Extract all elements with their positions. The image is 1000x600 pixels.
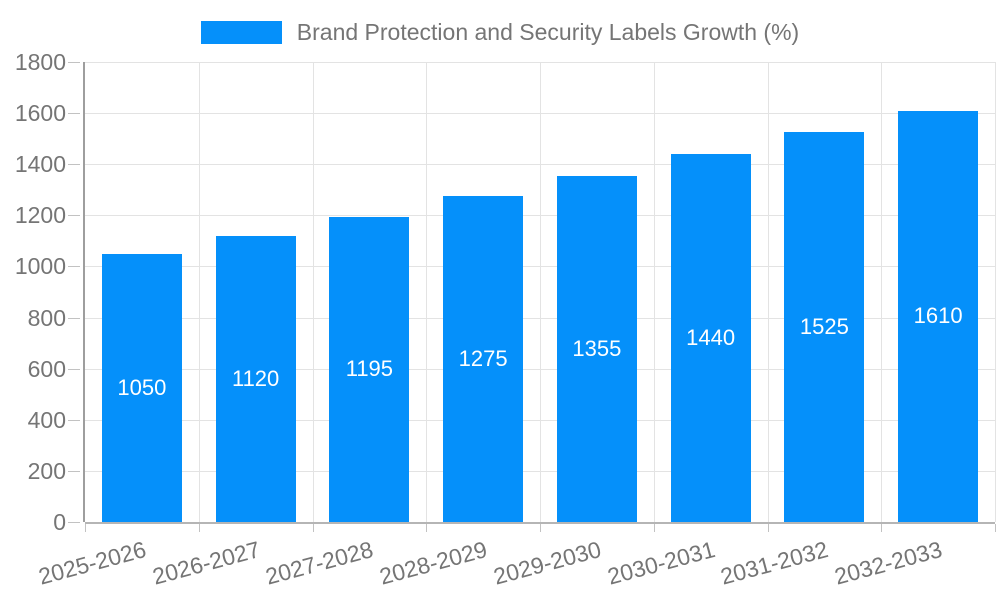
y-tick-label: 1400 bbox=[14, 151, 66, 178]
bar-2028-2029[interactable]: 1275 bbox=[443, 196, 524, 522]
x-gridline bbox=[426, 62, 428, 522]
bar-value-label: 1275 bbox=[458, 346, 508, 372]
x-gridline bbox=[653, 62, 655, 522]
x-tick-label: 2027-2028 bbox=[263, 536, 377, 590]
x-gridline bbox=[312, 62, 314, 522]
legend-item[interactable]: Brand Protection and Security Labels Gro… bbox=[200, 19, 800, 46]
legend: Brand Protection and Security Labels Gro… bbox=[0, 19, 1000, 46]
y-tick-label: 1000 bbox=[14, 253, 66, 280]
x-tick-label: 2028-2029 bbox=[376, 536, 490, 590]
bar-value-label: 1120 bbox=[231, 365, 280, 391]
y-tick-mark bbox=[68, 113, 80, 115]
x-tick-mark bbox=[653, 524, 655, 532]
x-gridline bbox=[881, 62, 883, 522]
legend-swatch bbox=[200, 21, 282, 44]
bar-2026-2027[interactable]: 1120 bbox=[215, 235, 296, 522]
y-tick-mark bbox=[68, 419, 80, 421]
bar-value-label: 1525 bbox=[799, 314, 849, 340]
bar-2030-2031[interactable]: 1440 bbox=[670, 154, 751, 522]
y-tick-mark bbox=[68, 368, 80, 370]
x-gridline bbox=[995, 62, 996, 522]
bar-value-label: 1355 bbox=[572, 335, 622, 361]
y-tick-mark bbox=[68, 470, 80, 472]
y-tick-mark bbox=[68, 317, 80, 319]
x-gridline bbox=[198, 62, 200, 522]
x-tick-label: 2030-2031 bbox=[604, 536, 718, 590]
x-tick-mark bbox=[767, 524, 769, 532]
x-tick-mark bbox=[995, 524, 996, 532]
x-tick-label: 2026-2027 bbox=[149, 536, 263, 590]
x-tick-label: 2029-2030 bbox=[490, 536, 604, 590]
y-tick-mark bbox=[68, 215, 80, 217]
y-tick-label: 1200 bbox=[14, 202, 66, 229]
x-tick-mark bbox=[198, 524, 200, 532]
x-tick-mark bbox=[881, 524, 883, 532]
legend-label: Brand Protection and Security Labels Gro… bbox=[296, 19, 800, 45]
y-tick-mark bbox=[68, 522, 80, 523]
y-tick-mark bbox=[68, 266, 80, 268]
y-tick-mark bbox=[68, 62, 80, 63]
bar-value-label: 1610 bbox=[913, 303, 963, 329]
x-tick-mark bbox=[312, 524, 314, 532]
y-tick-label: 1800 bbox=[14, 49, 66, 75]
bar-2025-2026[interactable]: 1050 bbox=[101, 253, 182, 522]
x-tick-label: 2032-2033 bbox=[831, 536, 945, 590]
bar-2031-2032[interactable]: 1525 bbox=[784, 132, 865, 522]
x-tick-mark bbox=[85, 524, 86, 532]
bar-2032-2033[interactable]: 1610 bbox=[898, 110, 979, 522]
y-tick-label: 0 bbox=[53, 509, 66, 535]
bar-value-label: 1050 bbox=[117, 374, 167, 400]
x-tick-mark bbox=[540, 524, 541, 532]
y-tick-label: 200 bbox=[27, 457, 66, 484]
y-tick-label: 400 bbox=[27, 406, 66, 433]
x-tick-label: 2031-2032 bbox=[718, 536, 832, 590]
y-tick-label: 1600 bbox=[14, 100, 66, 127]
y-axis-line bbox=[83, 62, 85, 522]
x-gridline bbox=[540, 62, 541, 522]
y-tick-label: 600 bbox=[27, 355, 66, 382]
x-gridline bbox=[767, 62, 769, 522]
bar-value-label: 1195 bbox=[345, 356, 394, 382]
x-tick-mark bbox=[426, 524, 428, 532]
x-tick-label: 2025-2026 bbox=[35, 536, 149, 590]
bar-value-label: 1440 bbox=[686, 325, 736, 350]
bar-2027-2028[interactable]: 1195 bbox=[329, 216, 410, 522]
bar-2029-2030[interactable]: 1355 bbox=[556, 175, 637, 522]
y-tick-label: 800 bbox=[27, 304, 66, 331]
x-axis-line bbox=[85, 522, 995, 524]
y-tick-mark bbox=[68, 164, 80, 166]
